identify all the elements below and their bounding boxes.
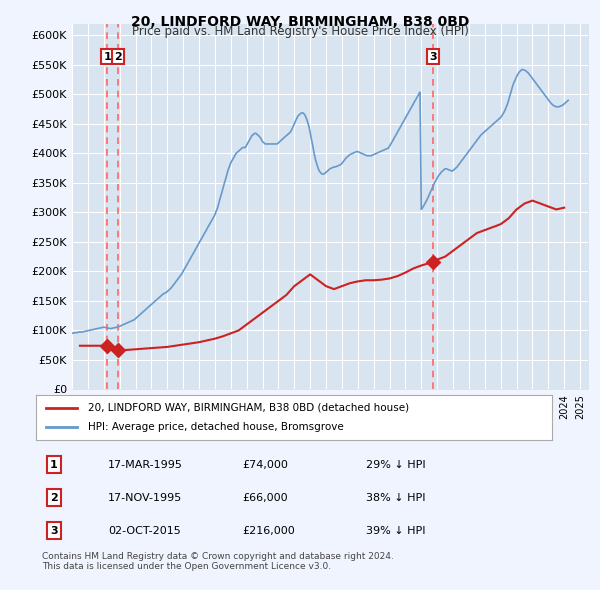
Text: 3: 3 <box>50 526 58 536</box>
Text: 1: 1 <box>103 51 111 61</box>
Text: 20, LINDFORD WAY, BIRMINGHAM, B38 0BD: 20, LINDFORD WAY, BIRMINGHAM, B38 0BD <box>131 15 469 29</box>
Text: £66,000: £66,000 <box>242 493 288 503</box>
Text: Price paid vs. HM Land Registry's House Price Index (HPI): Price paid vs. HM Land Registry's House … <box>131 25 469 38</box>
Text: 1: 1 <box>50 460 58 470</box>
Text: 2: 2 <box>50 493 58 503</box>
Text: 20, LINDFORD WAY, BIRMINGHAM, B38 0BD (detached house): 20, LINDFORD WAY, BIRMINGHAM, B38 0BD (d… <box>88 403 409 412</box>
Text: £74,000: £74,000 <box>242 460 288 470</box>
Text: HPI: Average price, detached house, Bromsgrove: HPI: Average price, detached house, Brom… <box>88 422 343 432</box>
Text: 38% ↓ HPI: 38% ↓ HPI <box>366 493 426 503</box>
Text: 39% ↓ HPI: 39% ↓ HPI <box>366 526 426 536</box>
Point <box>102 341 112 350</box>
Text: 17-NOV-1995: 17-NOV-1995 <box>108 493 182 503</box>
Text: Contains HM Land Registry data © Crown copyright and database right 2024.
This d: Contains HM Land Registry data © Crown c… <box>42 552 394 571</box>
Text: 17-MAR-1995: 17-MAR-1995 <box>108 460 183 470</box>
Text: £216,000: £216,000 <box>242 526 295 536</box>
Point <box>428 257 438 267</box>
Text: 02-OCT-2015: 02-OCT-2015 <box>108 526 181 536</box>
Point <box>113 346 122 355</box>
Text: 29% ↓ HPI: 29% ↓ HPI <box>366 460 426 470</box>
Text: 3: 3 <box>430 51 437 61</box>
Text: 2: 2 <box>114 51 122 61</box>
